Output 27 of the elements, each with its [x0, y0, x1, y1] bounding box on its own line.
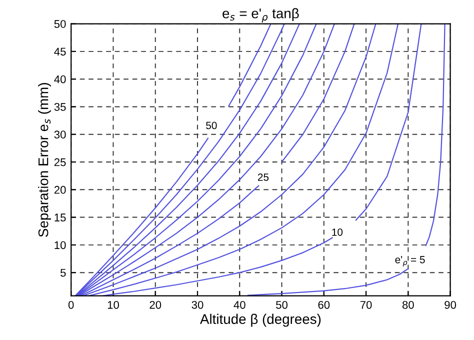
y-tick-label: 20	[54, 186, 66, 194]
x-tick-label: 10	[108, 300, 119, 309]
annotation: 25	[258, 173, 269, 181]
annotation: 50	[206, 122, 217, 130]
x-axis-title: Altitude β (degrees)	[200, 314, 321, 327]
x-tick-label: 70	[360, 300, 372, 309]
y-tick-label: 10	[54, 241, 66, 250]
x-tick-label: 60	[318, 300, 330, 309]
y-tick-label: 25	[54, 158, 66, 166]
y-tick-label: 50	[54, 20, 66, 28]
x-tick-label: 40	[234, 300, 246, 309]
y-tick-label: 45	[54, 48, 66, 56]
x-tick-label: 30	[192, 300, 204, 309]
chart-title: e$_{s}$ = e'$_{ρ}$ tanβ	[222, 8, 299, 22]
y-tick-label: 15	[54, 214, 66, 222]
y-tick-label: 40	[54, 75, 66, 84]
x-tick-label: 0	[68, 300, 74, 309]
annotation: e'$_{ρ}$ = 5	[395, 256, 425, 266]
x-tick-label: 20	[150, 300, 162, 309]
x-tick-label: 50	[276, 300, 288, 309]
x-tick-label: 90	[444, 300, 456, 309]
y-tick-label: 30	[54, 130, 66, 139]
y-tick-label: 5	[60, 268, 66, 277]
annotation: 10	[332, 228, 343, 236]
y-axis-title: Separation Error e$_{s}$ (mm)	[38, 83, 51, 237]
y-tick-label: 35	[54, 102, 66, 111]
x-tick-label: 80	[402, 300, 414, 309]
